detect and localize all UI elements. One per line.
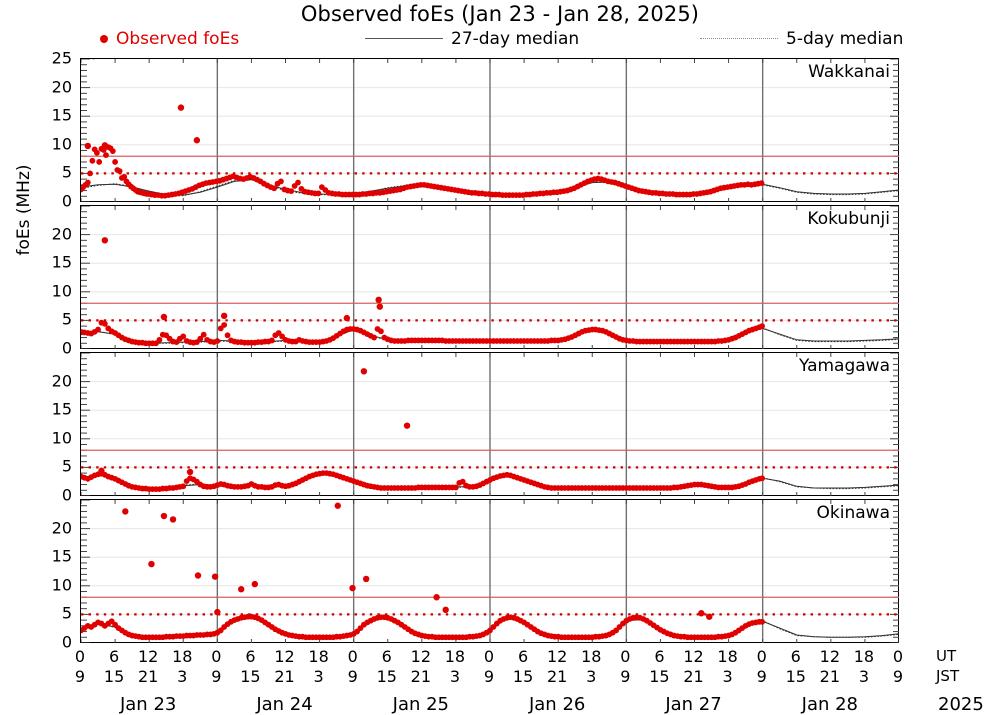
x-tick-ut: 18 — [308, 647, 328, 666]
y-tick-label: 20 — [28, 371, 72, 390]
y-tick-label: 5 — [28, 310, 72, 329]
x-tick-ut: 12 — [138, 647, 158, 666]
y-tick-label: 5 — [28, 604, 72, 623]
x-tick-jst: 9 — [620, 667, 630, 686]
x-day-label: Jan 28 — [802, 694, 858, 715]
x-tick-ut: 18 — [717, 647, 737, 666]
y-tick-label: 10 — [28, 575, 72, 594]
y-tick-label: 0 — [28, 192, 72, 211]
x-day-label: Jan 23 — [120, 694, 176, 715]
y-tick-label: 5 — [28, 163, 72, 182]
x-tick-ut: 12 — [820, 647, 840, 666]
x-tick-jst: 3 — [177, 667, 187, 686]
x-tick-jst: 3 — [859, 667, 869, 686]
legend-item-observed: Observed foEs — [100, 29, 239, 49]
x-tick-ut: 18 — [172, 647, 192, 666]
panel-kokubunji: Kokubunji — [80, 205, 899, 349]
x-axis-jst-unit: JST — [936, 667, 959, 685]
x-tick-ut: 0 — [620, 647, 630, 666]
chart-title: Observed foEs (Jan 23 - Jan 28, 2025) — [0, 2, 1000, 26]
x-tick-ut: 12 — [411, 647, 431, 666]
x-tick-jst: 21 — [683, 667, 703, 686]
x-tick-ut: 6 — [109, 647, 119, 666]
dotted-line-icon — [700, 38, 778, 39]
x-tick-ut: 12 — [547, 647, 567, 666]
y-tick-label: 0 — [28, 486, 72, 505]
x-tick-jst: 9 — [484, 667, 494, 686]
x-tick-jst: 15 — [104, 667, 124, 686]
y-tick-label: 10 — [28, 134, 72, 153]
x-tick-jst: 9 — [75, 667, 85, 686]
y-tick-label: 0 — [28, 633, 72, 652]
x-tick-ut: 6 — [518, 647, 528, 666]
panel-okinawa: Okinawa — [80, 499, 899, 643]
y-tick-label: 10 — [28, 281, 72, 300]
station-label: Okinawa — [817, 503, 890, 523]
station-label: Yamagawa — [799, 356, 890, 376]
x-tick-jst: 9 — [348, 667, 358, 686]
x-tick-jst: 3 — [450, 667, 460, 686]
x-tick-ut: 18 — [445, 647, 465, 666]
x-tick-ut: 0 — [211, 647, 221, 666]
x-tick-ut: 0 — [348, 647, 358, 666]
panel-yamagawa: Yamagawa — [80, 352, 899, 496]
x-tick-jst: 3 — [313, 667, 323, 686]
legend-item-median5: 5-day median — [700, 29, 903, 49]
x-tick-ut: 6 — [245, 647, 255, 666]
station-label: Wakkanai — [808, 62, 890, 82]
x-tick-jst: 15 — [786, 667, 806, 686]
x-tick-ut: 6 — [382, 647, 392, 666]
x-tick-jst: 15 — [513, 667, 533, 686]
x-tick-ut: 0 — [75, 647, 85, 666]
x-tick-ut: 0 — [893, 647, 903, 666]
y-tick-label: 10 — [28, 428, 72, 447]
x-tick-ut: 6 — [654, 647, 664, 666]
x-tick-jst: 21 — [820, 667, 840, 686]
x-day-label: Jan 26 — [529, 694, 585, 715]
x-axis-year-label: 2025 — [938, 694, 984, 715]
y-tick-label: 15 — [28, 106, 72, 125]
y-tick-label: 5 — [28, 457, 72, 476]
x-tick-jst: 21 — [138, 667, 158, 686]
chart-legend: Observed foEs 27-day median 5-day median — [0, 29, 1000, 53]
observed-dot-icon — [100, 35, 108, 43]
x-tick-jst: 21 — [411, 667, 431, 686]
x-tick-jst: 15 — [649, 667, 669, 686]
x-tick-jst: 21 — [274, 667, 294, 686]
x-tick-ut: 18 — [581, 647, 601, 666]
x-tick-ut: 6 — [791, 647, 801, 666]
x-day-label: Jan 27 — [665, 694, 721, 715]
y-tick-label: 15 — [28, 547, 72, 566]
y-tick-label: 20 — [28, 224, 72, 243]
x-axis-ut-unit: UT — [936, 647, 956, 665]
station-label: Kokubunji — [807, 209, 890, 229]
panel-wakkanai: Wakkanai — [80, 58, 899, 202]
x-tick-ut: 0 — [484, 647, 494, 666]
y-tick-label: 25 — [28, 49, 72, 68]
x-tick-jst: 3 — [586, 667, 596, 686]
x-tick-ut: 18 — [854, 647, 874, 666]
legend-label-observed: Observed foEs — [116, 29, 239, 49]
y-tick-label: 20 — [28, 77, 72, 96]
x-tick-jst: 3 — [722, 667, 732, 686]
legend-label-median5: 5-day median — [786, 29, 903, 49]
x-tick-ut: 0 — [757, 647, 767, 666]
y-tick-label: 15 — [28, 400, 72, 419]
x-tick-jst: 15 — [240, 667, 260, 686]
x-tick-jst: 9 — [893, 667, 903, 686]
y-tick-label: 0 — [28, 339, 72, 358]
solid-line-icon — [365, 38, 443, 39]
y-tick-label: 15 — [28, 253, 72, 272]
y-tick-label: 20 — [28, 518, 72, 537]
x-day-label: Jan 24 — [256, 694, 312, 715]
x-day-label: Jan 25 — [393, 694, 449, 715]
x-tick-ut: 12 — [683, 647, 703, 666]
x-tick-jst: 21 — [547, 667, 567, 686]
x-tick-jst: 15 — [377, 667, 397, 686]
x-tick-jst: 9 — [211, 667, 221, 686]
legend-item-median27: 27-day median — [365, 29, 579, 49]
x-tick-jst: 9 — [757, 667, 767, 686]
legend-label-median27: 27-day median — [451, 29, 579, 49]
x-tick-ut: 12 — [274, 647, 294, 666]
